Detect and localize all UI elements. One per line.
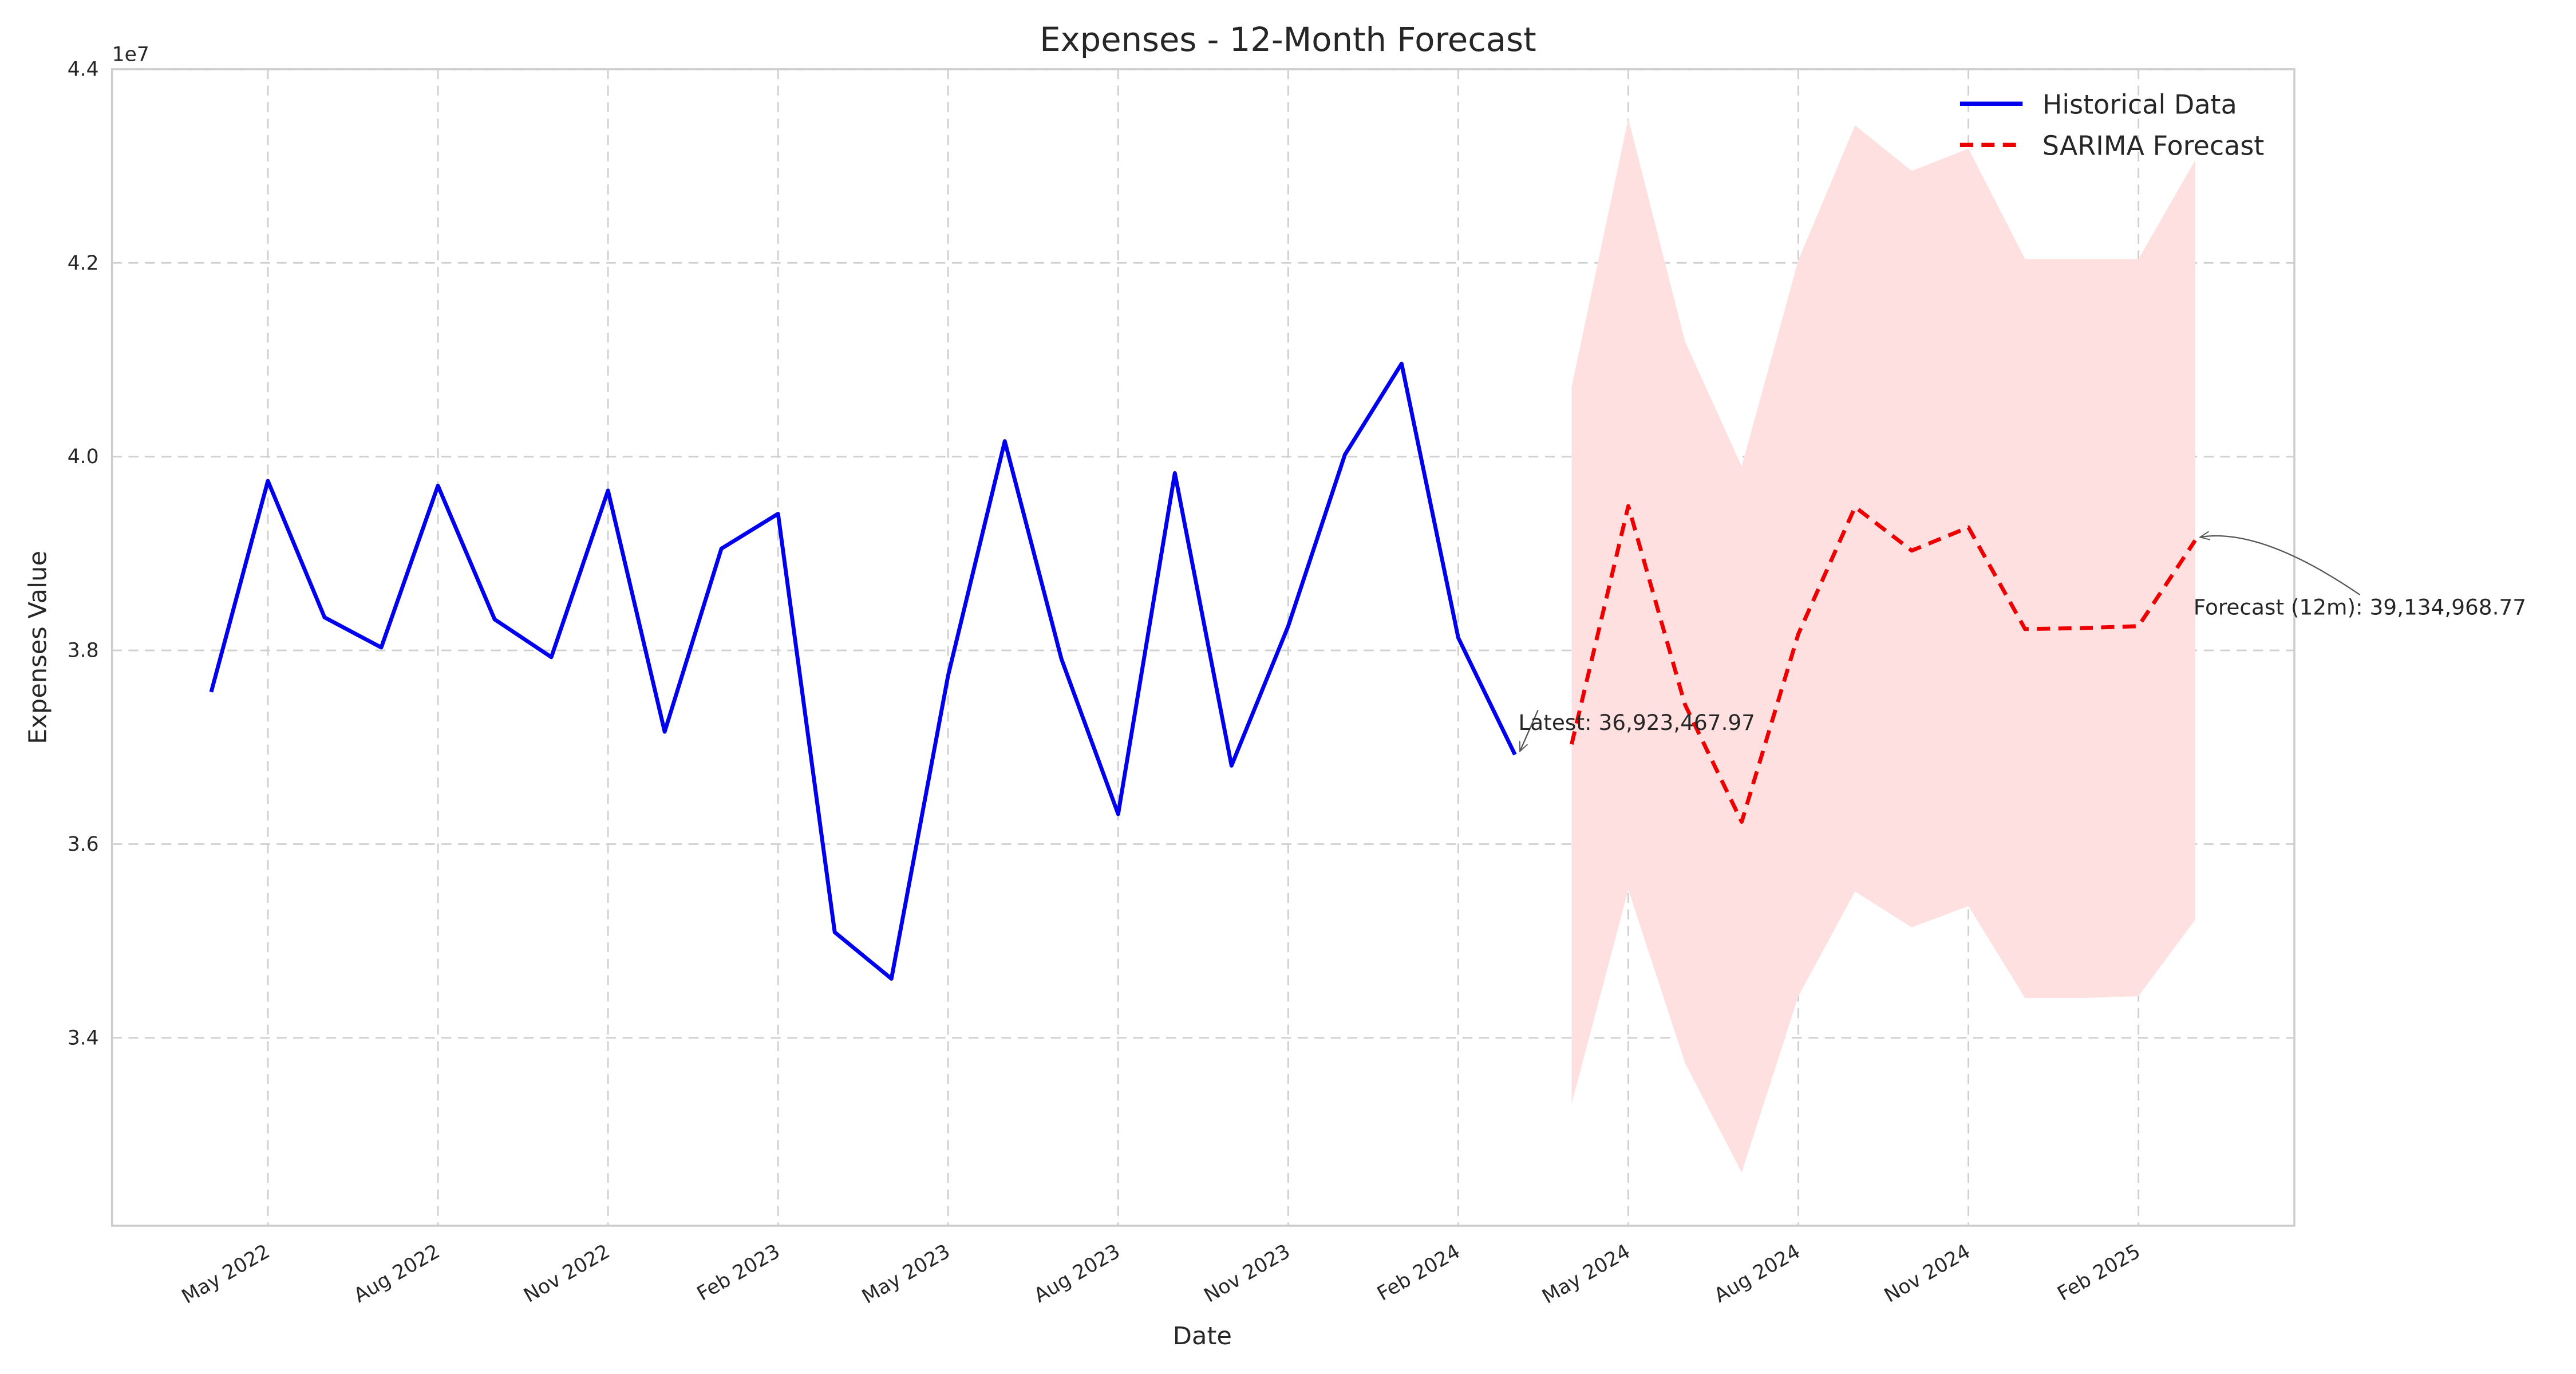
y-axis-label: Expenses Value <box>24 551 53 744</box>
x-axis-label: Date <box>1173 1322 1232 1351</box>
x-tick-label: Feb 2024 <box>1373 1240 1464 1306</box>
y-tick-label: 4.2 <box>68 252 99 275</box>
x-tick-label: Nov 2023 <box>1200 1240 1294 1308</box>
annotation: Forecast (12m): 39,134,968.77 <box>2194 594 2526 619</box>
annotation-arrow <box>1520 709 1539 751</box>
annotation-arrow <box>2200 536 2361 595</box>
x-tick-label: May 2024 <box>1538 1240 1634 1309</box>
x-tick-label: Feb 2025 <box>2053 1240 2144 1306</box>
y-tick-label: 4.0 <box>68 445 99 468</box>
x-tick-label: Nov 2022 <box>520 1240 614 1308</box>
x-tick-label: Nov 2024 <box>1880 1240 1974 1308</box>
confidence-band <box>1571 119 2195 1172</box>
annotation: Latest: 36,923,467.97 <box>1518 710 1755 735</box>
legend-label: Historical Data <box>2042 89 2237 120</box>
x-tick-label: Aug 2024 <box>1710 1240 1804 1308</box>
x-tick-label: Feb 2023 <box>693 1240 784 1306</box>
y-tick-label: 3.8 <box>68 639 99 662</box>
series-line <box>1570 504 2197 824</box>
y-tick-label: 4.4 <box>68 58 99 81</box>
y-tick-label: 3.4 <box>68 1026 99 1049</box>
y-offset-label: 1e7 <box>112 43 149 66</box>
x-tick-label: Aug 2022 <box>350 1240 444 1308</box>
grid <box>112 68 2294 1226</box>
y-tick-label: 3.6 <box>68 833 99 856</box>
x-tick-label: May 2023 <box>858 1240 954 1309</box>
legend: Historical Data SARIMA Forecast <box>1959 89 2265 161</box>
legend-label: SARIMA Forecast <box>2042 131 2265 161</box>
series-line <box>209 361 1517 981</box>
x-tick-label: Aug 2023 <box>1030 1240 1124 1308</box>
x-tick-label: May 2022 <box>178 1240 274 1309</box>
chart-title: Expenses - 12-Month Forecast <box>1040 21 1536 59</box>
